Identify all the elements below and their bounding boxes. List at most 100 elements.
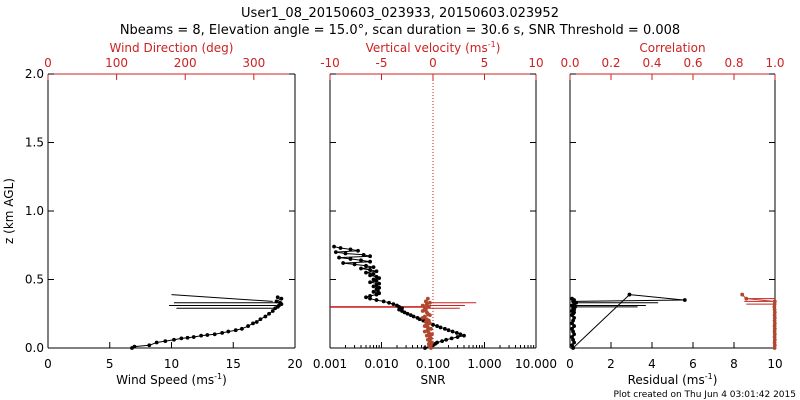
- residual-data-point: [572, 340, 576, 345]
- residual-top-tick-label: 0.0: [560, 56, 579, 70]
- residual-data-point: [772, 335, 777, 339]
- wind-data-point: [154, 340, 159, 345]
- residual-x-tick-label: 8: [730, 357, 738, 371]
- residual-data-point: [570, 313, 574, 318]
- residual-data-point: [772, 324, 777, 328]
- snr-data-point: [368, 273, 372, 278]
- residual-data-point: [572, 324, 576, 328]
- residual-top-tick-label: 0.6: [683, 56, 702, 70]
- snr-top-tick-label: 0: [429, 56, 437, 70]
- residual-data-point: [772, 329, 777, 334]
- snr-data-point: [368, 259, 372, 264]
- residual-data-point: [772, 318, 777, 323]
- wind-connector-line: [171, 294, 273, 302]
- residual-x-tick-label: 4: [648, 357, 656, 371]
- snr-data-point: [391, 302, 396, 307]
- residual-data-point: [772, 340, 777, 345]
- plot-created-stamp: Plot created on Thu Jun 4 03:01:42 2015: [613, 390, 796, 400]
- snr-data-point: [430, 332, 434, 337]
- wind-data-point: [239, 326, 244, 331]
- y-tick-label: 0.0: [25, 341, 44, 355]
- wind-data-point: [179, 336, 184, 341]
- wind-data-point: [275, 295, 280, 300]
- wind-top-tick-label: 300: [242, 56, 265, 70]
- snr-data-point: [374, 292, 379, 297]
- snr-x-tick-label: 0.010: [364, 357, 398, 371]
- wind-data-point: [220, 331, 225, 335]
- wind-data-point: [205, 333, 210, 337]
- snr-data-point: [429, 326, 433, 331]
- y-tick-label: 1.5: [25, 136, 44, 150]
- snr-data-point: [442, 326, 447, 331]
- residual-data-point: [570, 321, 574, 326]
- y-tick-label: 2.0: [25, 67, 44, 81]
- wind-data-point: [278, 300, 283, 305]
- snr-data-point: [426, 305, 431, 309]
- residual-data-point: [772, 302, 777, 307]
- residual-data-point: [772, 337, 777, 342]
- snr-data-point: [368, 268, 372, 272]
- snr-data-point: [422, 329, 427, 334]
- snr-data-point: [341, 261, 346, 265]
- residual-data-point: [627, 292, 632, 297]
- snr-data-point: [374, 298, 379, 302]
- residual-top-tick-label: 0.4: [642, 56, 661, 70]
- residual-top-tick-label: 1.0: [765, 56, 784, 70]
- snr-data-point: [411, 314, 416, 319]
- snr-data-point: [374, 283, 379, 287]
- residual-x-tick-label: 2: [607, 357, 615, 371]
- snr-data-point: [359, 258, 363, 263]
- wind-data-point: [147, 343, 152, 348]
- wind-data-point: [163, 339, 168, 344]
- wind-top-tick-label: 0: [44, 56, 52, 70]
- snr-data-point: [343, 251, 348, 256]
- snr-x-axis-title: SNR: [421, 373, 446, 387]
- snr-data-point: [444, 337, 449, 342]
- snr-data-point: [450, 329, 455, 334]
- snr-data-point: [462, 333, 466, 338]
- snr-data-point: [374, 278, 379, 283]
- snr-top-tick-label: 10: [528, 56, 543, 70]
- snr-panel: 0.001 0.010 0.100 1.000 10.000 -10 -5 0 5 10 SNR Ve…: [313, 40, 557, 387]
- snr-data-point: [381, 299, 386, 304]
- snr-data-point: [332, 244, 336, 249]
- residual-x-tick-label: 10: [767, 357, 782, 371]
- residual-data-point: [744, 296, 749, 301]
- residual-top-axis-title: Correlation: [639, 41, 705, 55]
- snr-data-point: [424, 302, 429, 307]
- snr-data-point: [424, 333, 429, 338]
- wind-data-point: [251, 321, 255, 326]
- residual-data-point: [772, 310, 777, 315]
- snr-data-point: [420, 303, 425, 308]
- snr-data-point: [455, 335, 460, 339]
- snr-data-point: [368, 296, 372, 301]
- snr-top-tick-label: -5: [376, 56, 388, 70]
- snr-data-point: [377, 276, 382, 281]
- snr-data-point: [429, 346, 433, 350]
- wind-data-point: [226, 329, 231, 334]
- snr-data-point: [449, 336, 454, 341]
- wind-x-tick-label: 10: [164, 357, 179, 371]
- wind-data-point: [263, 314, 268, 319]
- residual-data-point: [572, 332, 576, 337]
- snr-data-point: [423, 346, 427, 350]
- snr-data-point: [428, 300, 432, 305]
- wind-x-tick-label: 0: [44, 357, 52, 371]
- wind-series-line: [131, 296, 283, 349]
- residual-top-tick-label: 0.8: [724, 56, 743, 70]
- residual-data-point: [772, 313, 777, 318]
- snr-data-point: [405, 311, 410, 316]
- wind-x-tick-label: 20: [287, 357, 302, 371]
- snr-data-point: [426, 331, 431, 335]
- wind-data-point: [212, 332, 217, 337]
- snr-data-point: [338, 246, 343, 250]
- snr-data-point: [408, 313, 413, 318]
- residual-x-axis-title: Residual (ms-1): [628, 372, 718, 387]
- snr-data-point: [371, 289, 376, 294]
- residual-data-point: [772, 346, 777, 350]
- snr-data-point: [348, 247, 353, 252]
- wind-x-tick-label: 5: [106, 357, 114, 371]
- snr-data-point: [420, 309, 425, 313]
- snr-data-point: [417, 317, 422, 322]
- snr-x-tick-label: 0.001: [313, 357, 347, 371]
